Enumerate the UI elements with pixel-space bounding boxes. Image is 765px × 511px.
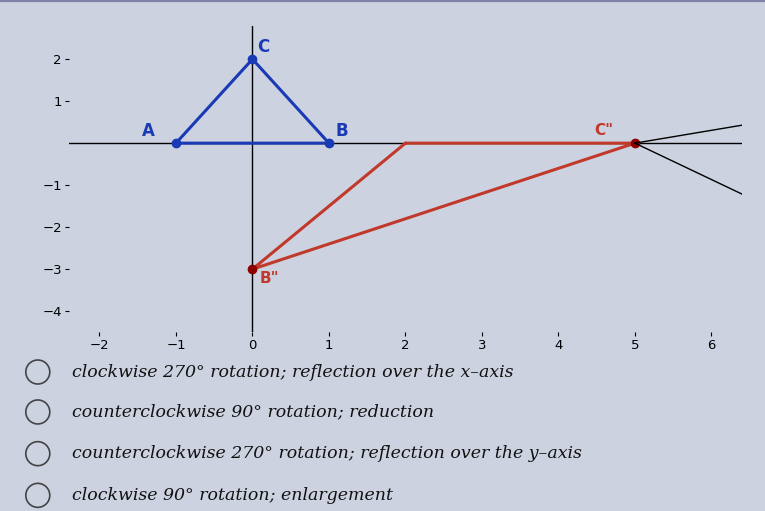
Text: counterclockwise 270° rotation; reflection over the y–axis: counterclockwise 270° rotation; reflecti… (72, 445, 581, 462)
Text: clockwise 90° rotation; enlargement: clockwise 90° rotation; enlargement (72, 487, 392, 504)
Text: B: B (335, 122, 348, 140)
Text: C: C (257, 38, 269, 56)
Text: C": C" (594, 123, 614, 138)
Text: clockwise 270° rotation; reflection over the x–axis: clockwise 270° rotation; reflection over… (72, 363, 513, 381)
Text: A: A (142, 122, 155, 140)
Text: counterclockwise 90° rotation; reduction: counterclockwise 90° rotation; reduction (72, 404, 434, 421)
Text: B": B" (260, 271, 280, 286)
